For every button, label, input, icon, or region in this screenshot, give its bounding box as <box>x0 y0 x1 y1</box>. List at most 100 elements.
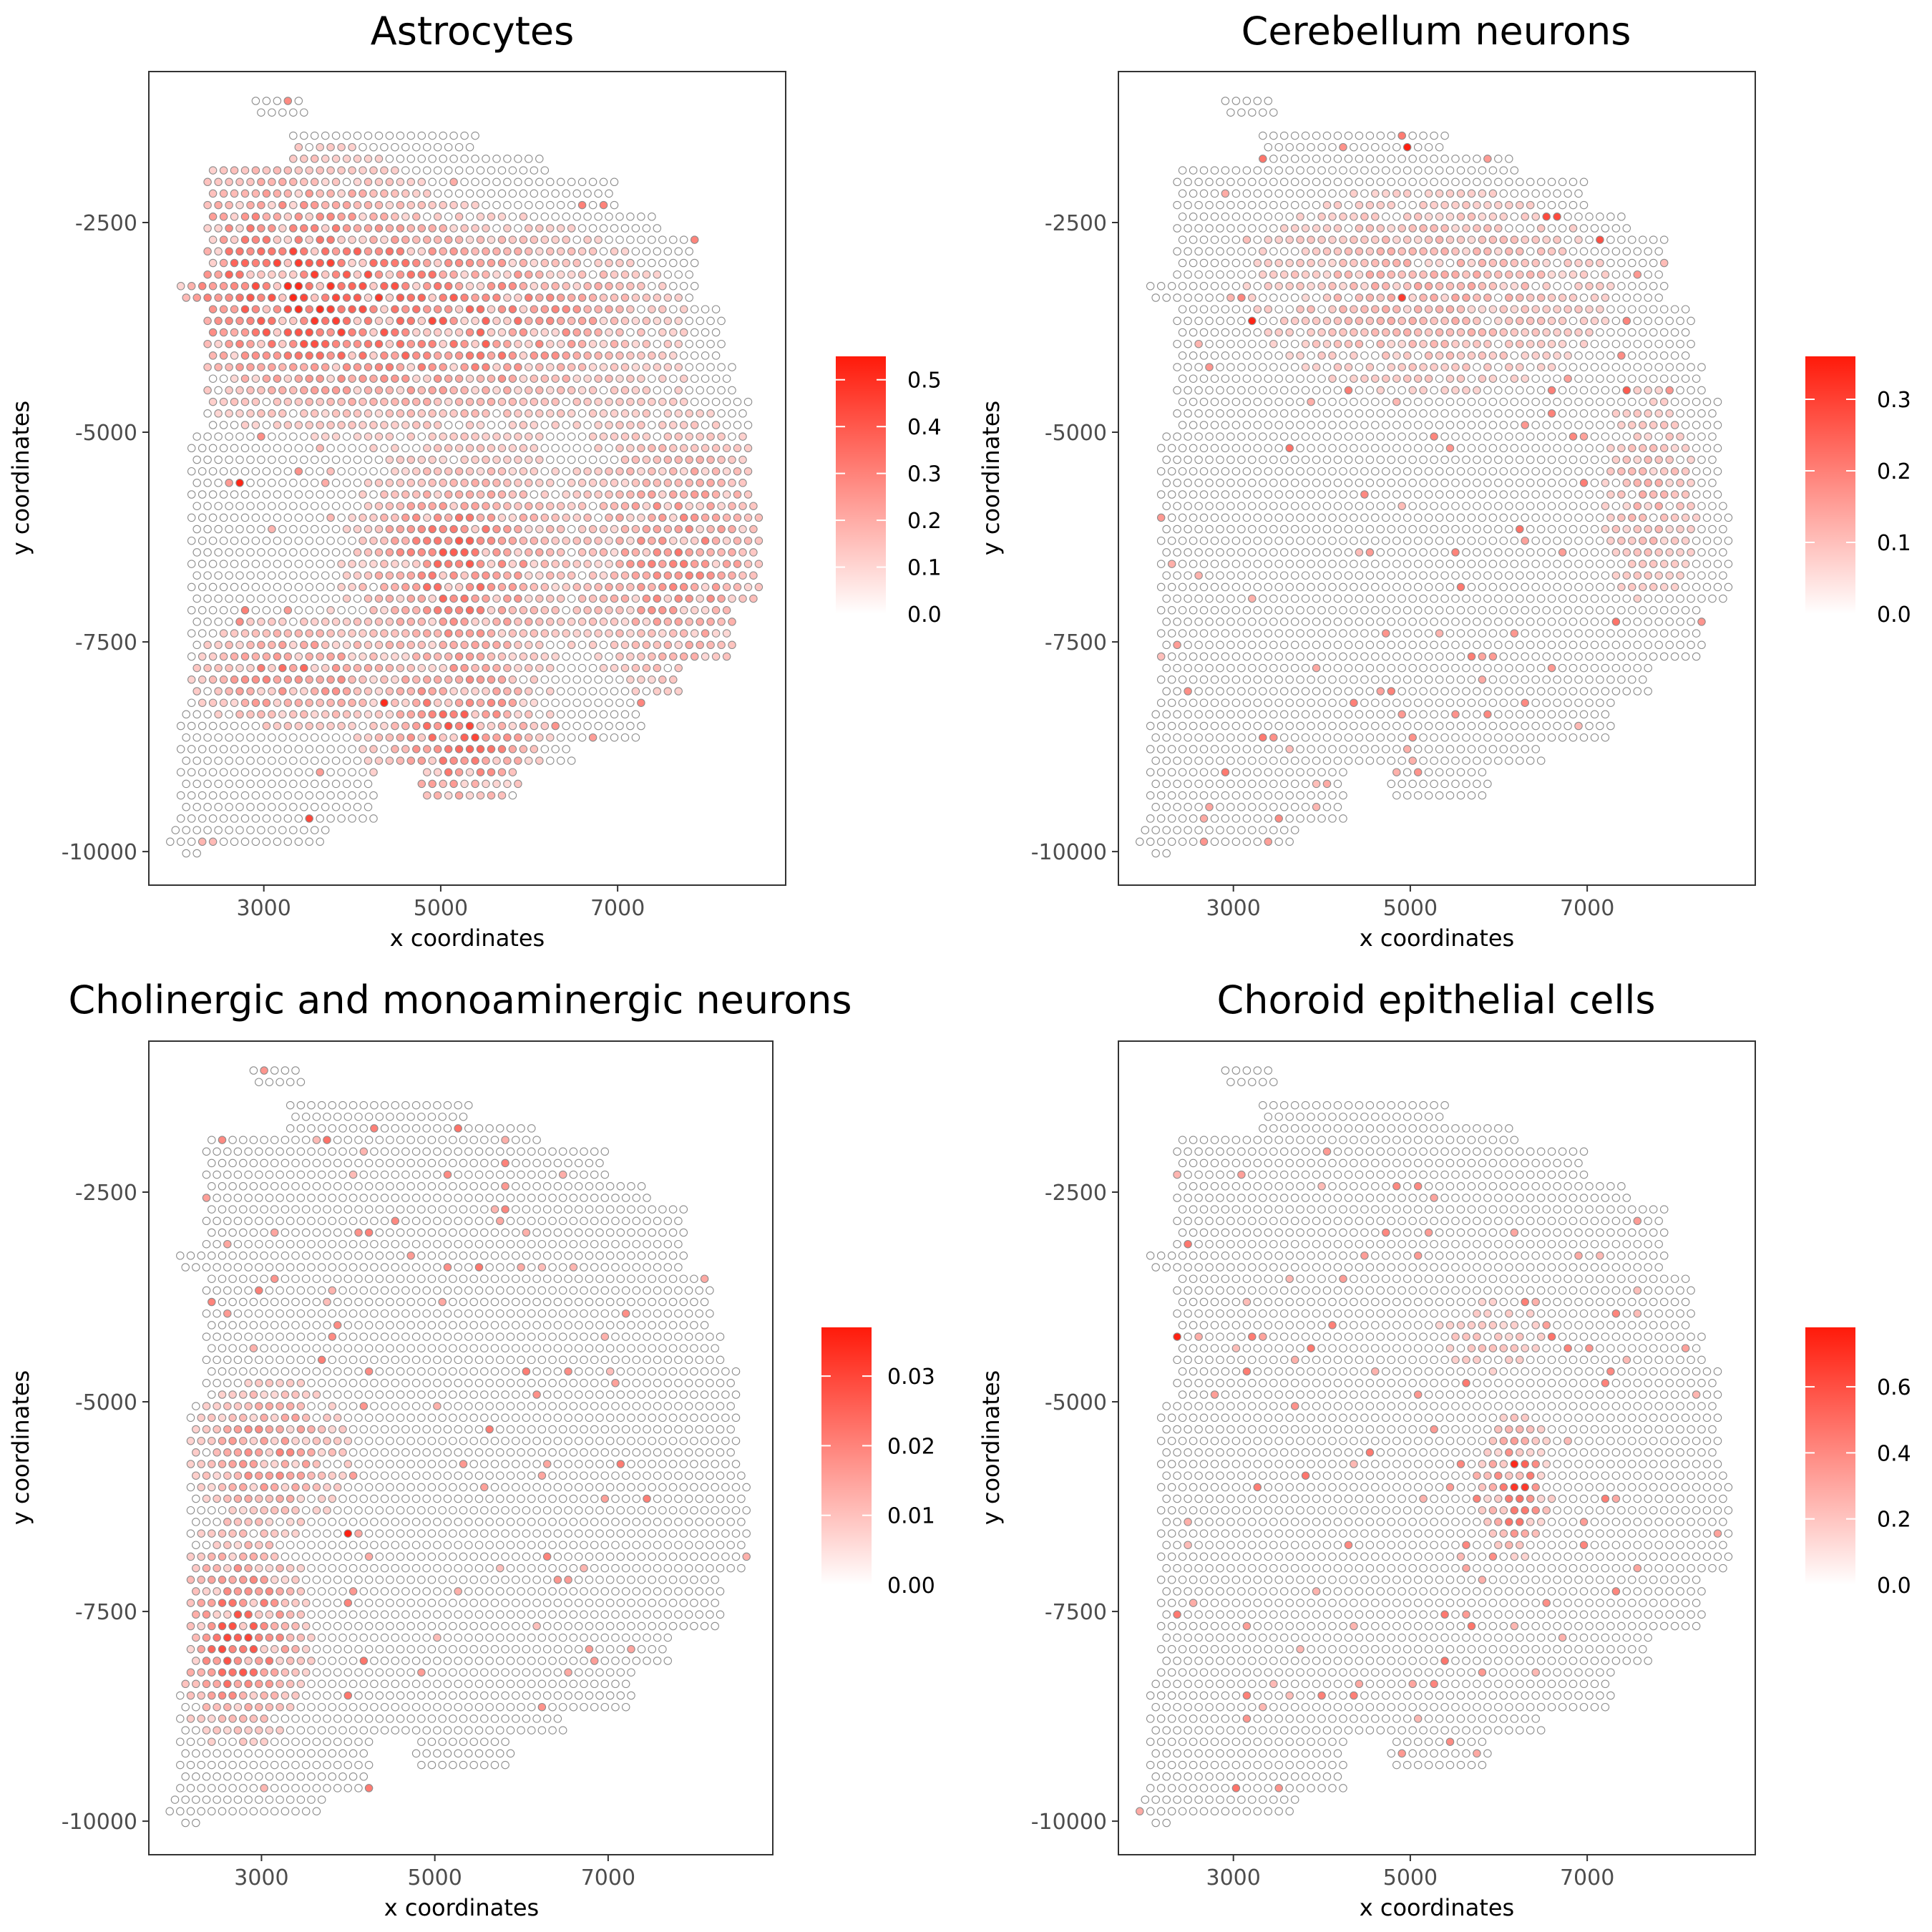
spot <box>412 629 421 638</box>
spot <box>1350 397 1358 406</box>
spot <box>1542 189 1551 198</box>
spot <box>219 235 228 244</box>
spot <box>1445 305 1455 313</box>
spot <box>615 328 624 337</box>
spot <box>294 652 303 661</box>
spot <box>706 455 715 464</box>
spot <box>1194 618 1203 626</box>
spot <box>197 675 207 684</box>
spot <box>1553 305 1561 313</box>
spot <box>460 247 469 256</box>
spot <box>690 305 699 313</box>
spot <box>551 258 560 268</box>
spot <box>428 224 436 233</box>
spot <box>637 536 645 545</box>
spot <box>240 560 250 568</box>
spot <box>1697 409 1706 418</box>
spot <box>1622 386 1631 395</box>
spot <box>1494 363 1503 371</box>
spot <box>663 409 673 418</box>
spot <box>1355 479 1364 487</box>
spot <box>1553 467 1561 476</box>
spot <box>1360 374 1369 383</box>
spot <box>1424 629 1433 638</box>
spot <box>1419 131 1428 140</box>
spot <box>1205 316 1214 326</box>
spot <box>1558 386 1567 395</box>
spot <box>1371 282 1380 291</box>
spot <box>1473 200 1481 210</box>
spot <box>262 166 271 175</box>
spot <box>417 756 426 765</box>
spot <box>1184 502 1192 510</box>
spot <box>262 721 271 731</box>
spot <box>454 490 464 499</box>
spot <box>492 525 501 534</box>
spot <box>428 733 436 742</box>
spot <box>567 247 576 256</box>
spot <box>1585 490 1594 499</box>
spot <box>305 235 313 244</box>
spot <box>391 513 399 522</box>
spot <box>428 247 436 256</box>
spot <box>1659 397 1669 406</box>
spot <box>465 397 474 406</box>
spot <box>369 675 378 684</box>
spot <box>1665 525 1674 534</box>
spot <box>331 386 341 395</box>
spot <box>546 432 555 441</box>
spot <box>631 710 640 719</box>
spot <box>1376 177 1385 187</box>
spot <box>1547 525 1556 534</box>
spot <box>658 305 667 313</box>
spot <box>1413 397 1423 406</box>
spot <box>583 328 592 337</box>
spot <box>1542 351 1551 360</box>
spot <box>1371 467 1380 476</box>
spot <box>1216 224 1224 233</box>
spot <box>610 224 619 233</box>
spot <box>610 710 619 719</box>
spot <box>497 791 507 800</box>
spot <box>316 351 324 360</box>
spot <box>1574 328 1583 337</box>
spot <box>1516 525 1524 534</box>
spot <box>1467 258 1476 268</box>
spot <box>337 814 346 823</box>
spot <box>358 745 367 753</box>
spot <box>690 397 699 406</box>
spot <box>454 213 464 221</box>
spot <box>273 97 282 105</box>
spot <box>567 548 576 557</box>
spot <box>626 513 635 522</box>
spot <box>1478 258 1487 268</box>
spot <box>1681 513 1690 522</box>
spot <box>1702 582 1712 592</box>
spot <box>171 826 180 834</box>
spot <box>653 479 662 487</box>
spot <box>1312 525 1321 534</box>
spot <box>1189 305 1198 313</box>
spot <box>385 525 394 534</box>
spot <box>487 721 496 731</box>
spot <box>1333 640 1342 650</box>
spot <box>1264 97 1273 105</box>
spot <box>1526 640 1535 650</box>
spot <box>294 397 303 406</box>
spot <box>1451 640 1460 650</box>
spot <box>546 200 555 210</box>
spot <box>1248 247 1257 256</box>
spot <box>273 235 282 244</box>
spot <box>562 513 570 522</box>
spot <box>519 652 528 661</box>
spot <box>1210 675 1219 684</box>
spot <box>348 374 356 383</box>
spot <box>674 663 683 673</box>
spot <box>1440 363 1449 371</box>
spot <box>599 409 608 418</box>
spot <box>663 247 673 256</box>
spot <box>514 779 522 789</box>
spot <box>1419 339 1428 348</box>
spot <box>476 467 485 476</box>
spot <box>503 640 512 650</box>
